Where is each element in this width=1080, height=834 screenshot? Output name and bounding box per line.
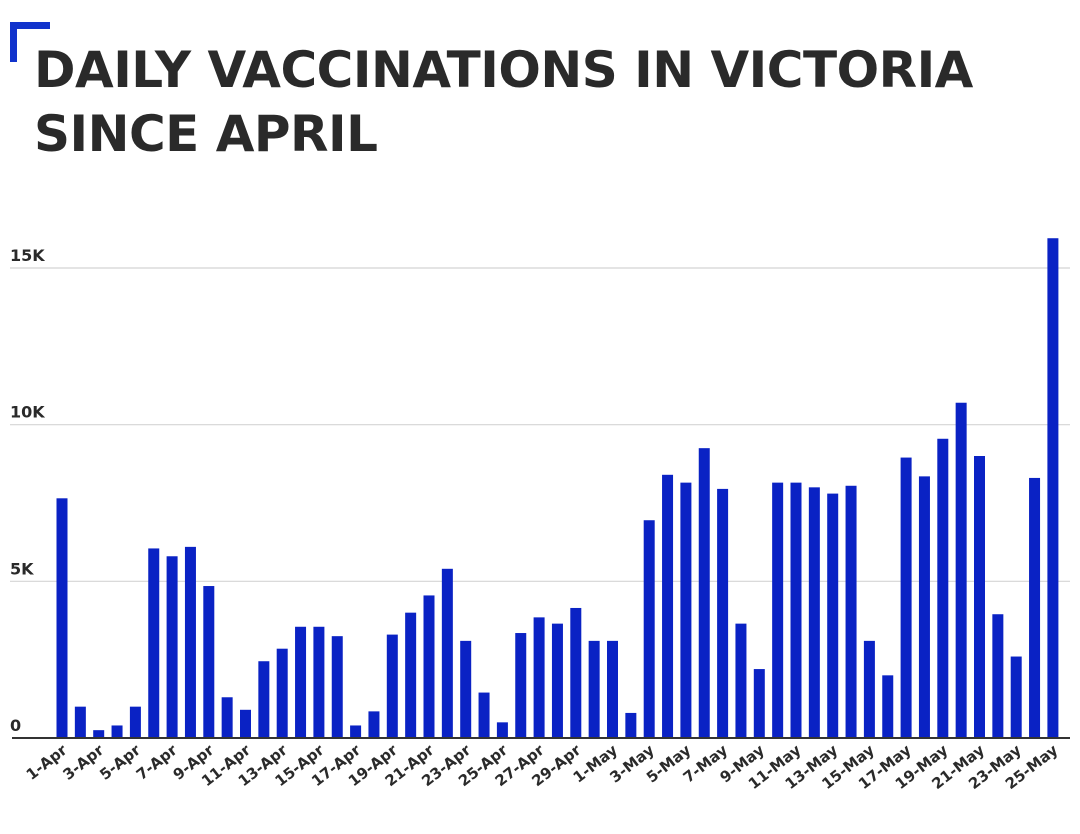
corner-accent — [10, 22, 50, 62]
bar-19-Apr — [386, 634, 398, 738]
bar-13-Apr — [276, 648, 288, 738]
bars — [56, 238, 1059, 738]
bar-13-May — [827, 493, 839, 738]
bar-14-Apr — [295, 626, 307, 738]
bar-15-May — [863, 640, 875, 738]
bar-21-Apr — [423, 595, 435, 738]
y-tick-label: 0 — [10, 716, 21, 735]
bar-29-Apr — [570, 607, 582, 738]
bar-26-Apr — [515, 633, 527, 738]
bar-14-May — [845, 485, 857, 738]
bar-10-Apr — [221, 697, 233, 738]
bar-3-May — [643, 520, 655, 738]
bar-17-Apr — [350, 725, 362, 738]
bar-4-May — [662, 474, 674, 738]
bar-24-Apr — [478, 692, 490, 738]
bar-27-Apr — [533, 617, 545, 738]
bar-19-May — [937, 438, 949, 738]
bar-23-May — [1010, 656, 1022, 738]
y-tick-label: 5K — [10, 559, 34, 578]
x-tick-label: 7-Apr — [133, 741, 181, 784]
y-tick-label: 10K — [10, 403, 45, 422]
bar-20-May — [955, 402, 967, 738]
bar-25-May — [1047, 238, 1059, 738]
bar-11-Apr — [240, 709, 251, 738]
bar-20-Apr — [405, 612, 417, 738]
bar-16-May — [882, 675, 894, 738]
bar-30-Apr — [588, 640, 600, 738]
bar-1-Apr — [56, 498, 68, 738]
bar-8-Apr — [184, 546, 196, 738]
bar-24-May — [1029, 477, 1041, 738]
x-tick-label: 5-Apr — [96, 741, 144, 784]
bar-6-Apr — [148, 548, 160, 738]
bar-9-May — [753, 669, 765, 738]
bar-9-Apr — [203, 586, 215, 738]
bar-23-Apr — [460, 640, 472, 738]
bar-18-May — [918, 476, 930, 738]
bar-15-Apr — [313, 626, 325, 738]
bar-7-May — [717, 488, 729, 738]
chart-title: DAILY VACCINATIONS IN VICTORIA SINCE APR… — [34, 41, 973, 163]
bar-3-Apr — [93, 730, 105, 738]
bar-22-Apr — [441, 568, 453, 738]
bar-17-May — [900, 457, 912, 738]
x-tick-label: 3-Apr — [60, 741, 108, 784]
bar-22-May — [992, 614, 1004, 738]
bar-11-May — [790, 482, 802, 738]
bar-12-Apr — [258, 661, 270, 738]
bar-21-May — [974, 456, 985, 738]
bar-18-Apr — [368, 711, 380, 738]
bar-2-May — [625, 712, 637, 738]
bar-25-Apr — [496, 722, 508, 738]
y-tick-label: 15K — [10, 246, 45, 265]
bar-8-May — [735, 623, 747, 738]
x-tick-label: 1-Apr — [23, 741, 71, 784]
bar-28-Apr — [551, 623, 563, 738]
bar-7-Apr — [166, 556, 178, 738]
bar-5-Apr — [129, 706, 141, 738]
bar-5-May — [680, 482, 692, 738]
bar-10-May — [772, 482, 784, 738]
bar-4-Apr — [111, 725, 123, 738]
bar-2-Apr — [74, 706, 86, 738]
bar-12-May — [808, 487, 820, 738]
bar-16-Apr — [331, 636, 343, 738]
bar-6-May — [698, 448, 710, 738]
bar-1-May — [607, 640, 618, 738]
